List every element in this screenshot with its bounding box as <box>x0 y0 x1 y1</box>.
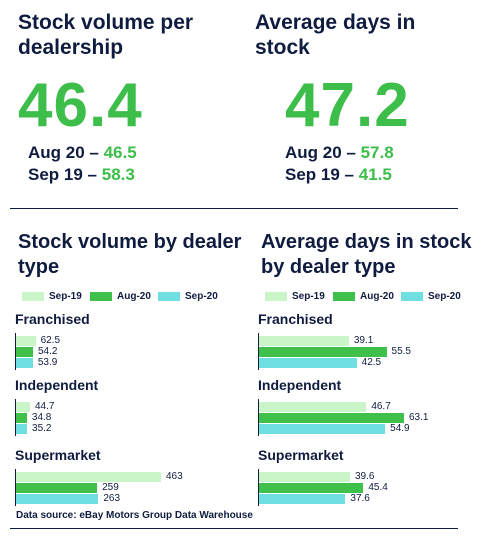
bar <box>16 336 36 346</box>
bar <box>259 424 386 434</box>
legend-label: Sep-20 <box>185 291 218 302</box>
bar <box>16 347 33 357</box>
comparison-label: Sep 19 – <box>28 165 97 184</box>
legend-swatch <box>22 292 44 301</box>
value-label: 62.5 <box>40 335 61 346</box>
value-label: 53.9 <box>37 357 58 368</box>
axis-line <box>15 469 16 506</box>
chart-title: Stock volume by dealer type <box>18 231 242 278</box>
value-label: 46.7 <box>371 401 391 412</box>
value-label: 39.6 <box>354 471 375 482</box>
bar <box>259 358 357 368</box>
comparison-label: Aug 20 – <box>285 143 356 162</box>
legend-swatch <box>401 292 423 301</box>
kpi-comparison: Sep 19 – 41.5 <box>285 165 392 185</box>
comparison-value: 57.8 <box>360 143 394 162</box>
bar <box>16 413 27 423</box>
value-label: 34.8 <box>31 412 52 423</box>
value-label: 54.2 <box>37 346 58 357</box>
bar <box>259 472 350 482</box>
value-label: 35.2 <box>32 423 52 434</box>
comparison-value: 41.5 <box>358 165 392 184</box>
bar <box>259 494 346 504</box>
kpi-comparison: Aug 20 – 46.5 <box>28 143 137 163</box>
value-label: 54.9 <box>390 423 410 434</box>
comparison-label: Sep 19 – <box>285 165 354 184</box>
value-label: 463 <box>166 471 183 482</box>
value-label: 259 <box>102 482 119 493</box>
legend-label: Sep-19 <box>292 291 325 302</box>
group-label: Franchised <box>258 311 333 327</box>
group-label: Franchised <box>15 311 90 327</box>
chart-title: Average days in stock by dealer type <box>261 231 472 278</box>
group-label: Independent <box>15 377 99 393</box>
bar <box>259 402 367 412</box>
value-label: 42.5 <box>361 357 382 368</box>
bar <box>16 358 33 368</box>
comparison-label: Aug 20 – <box>28 143 99 162</box>
kpi-comparison: Sep 19 – 58.3 <box>28 165 135 185</box>
value-label: 44.7 <box>34 401 55 412</box>
value-label: 39.1 <box>353 335 374 346</box>
bar <box>259 336 349 346</box>
legend-swatch <box>265 292 287 301</box>
source-note: Data source: eBay Motors Group Data Ware… <box>16 510 253 521</box>
group-label: Independent <box>258 377 342 393</box>
bar <box>16 472 161 482</box>
value-label: 37.6 <box>350 493 370 504</box>
kpi-title: Stock volume per dealership <box>18 11 194 59</box>
legend-label: Sep-20 <box>428 291 461 302</box>
kpi-title: Average days in stock <box>255 11 416 59</box>
value-label: 45.4 <box>368 482 388 493</box>
value-label: 263 <box>103 493 121 504</box>
bar <box>259 483 364 493</box>
divider <box>10 528 458 529</box>
group-label: Supermarket <box>258 447 344 463</box>
axis-line <box>258 333 259 370</box>
bar <box>16 424 28 434</box>
bar <box>259 347 387 357</box>
legend-label: Sep-19 <box>49 291 82 302</box>
kpi-comparison: Aug 20 – 57.8 <box>285 143 394 163</box>
value-label: 55.5 <box>391 346 411 357</box>
legend-label: Aug-20 <box>117 291 151 302</box>
value-label: 63.1 <box>409 412 429 423</box>
comparison-value: 46.5 <box>103 143 137 162</box>
bar <box>16 483 98 493</box>
bar <box>16 494 99 504</box>
legend-swatch <box>333 292 355 301</box>
comparison-value: 58.3 <box>101 165 135 184</box>
kpi-value: 46.4 <box>18 71 143 140</box>
bar <box>259 413 404 423</box>
divider <box>10 208 458 209</box>
axis-line <box>15 333 16 370</box>
kpi-value: 47.2 <box>285 71 410 140</box>
legend-swatch <box>90 292 112 301</box>
legend-label: Aug-20 <box>360 291 394 302</box>
axis-line <box>258 399 259 436</box>
group-label: Supermarket <box>15 447 101 463</box>
bar <box>16 402 30 412</box>
axis-line <box>15 399 16 436</box>
legend-swatch <box>158 292 180 301</box>
axis-line <box>258 469 259 506</box>
